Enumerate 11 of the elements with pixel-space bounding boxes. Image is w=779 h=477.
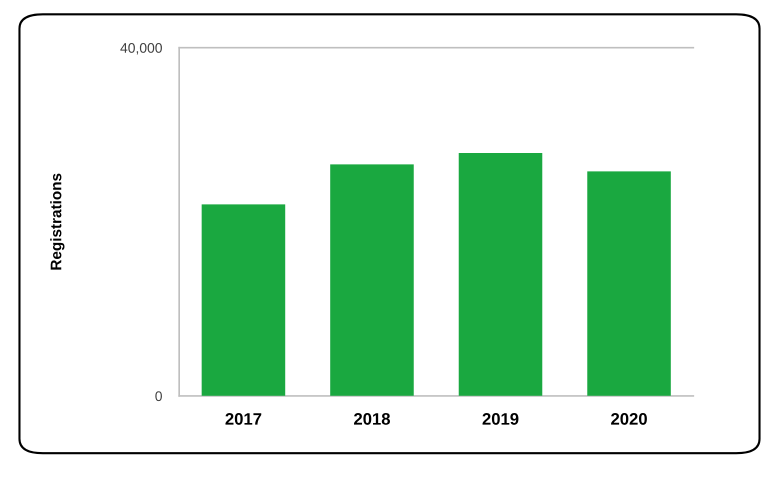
bar [587, 171, 671, 396]
x-tick-label: 2019 [482, 413, 518, 425]
y-tick-label: 40,000 [120, 43, 162, 55]
x-tick-label: 2017 [225, 413, 262, 425]
bar [202, 204, 286, 396]
x-tick-label: 2018 [354, 413, 390, 425]
bar [330, 164, 414, 396]
bar [458, 153, 542, 396]
y-tick-label: 0 [155, 391, 162, 402]
y-axis-title: Registrations [50, 174, 64, 270]
x-tick-label: 2020 [611, 413, 647, 425]
